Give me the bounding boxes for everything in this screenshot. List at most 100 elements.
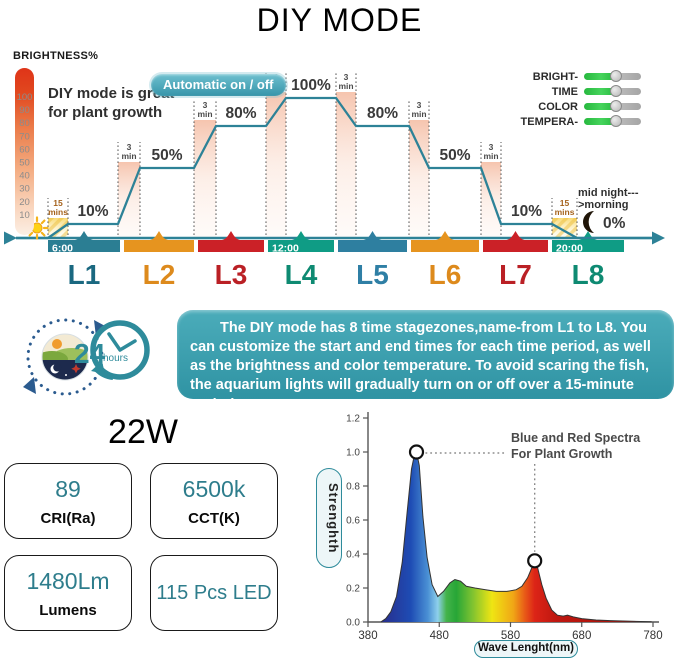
svg-text:L6: L6 — [429, 259, 462, 290]
clock-hands-icon — [107, 332, 137, 352]
toggle-row-brightness: BRIGHT- — [520, 70, 641, 83]
svg-text:1.2: 1.2 — [346, 414, 360, 425]
lumens-value: 1480Lm — [26, 567, 110, 594]
annotation-line2: For Plant Growth — [511, 447, 612, 461]
dotted-circle — [26, 318, 104, 396]
time-slider-icon — [584, 85, 641, 97]
svg-text:10%: 10% — [511, 203, 542, 220]
cct-value: 6500k — [182, 475, 246, 502]
svg-text:min: min — [483, 151, 498, 161]
svg-text:mins: mins — [555, 207, 575, 217]
svg-text:15: 15 — [53, 198, 63, 208]
refresh-arrowhead-icon — [91, 361, 105, 374]
spec-box-cri: 89 CRI(Ra) — [4, 463, 132, 539]
svg-text:70: 70 — [19, 131, 30, 142]
spec-box-led-count: 115 Pcs LED — [150, 555, 278, 631]
svg-text:10: 10 — [19, 210, 30, 221]
svg-text:min: min — [338, 81, 353, 91]
svg-text:480: 480 — [430, 630, 449, 642]
cri-label: CRI(Ra) — [40, 509, 96, 527]
tagline-line1: DIY mode is great — [48, 85, 175, 102]
svg-text:3: 3 — [417, 100, 422, 110]
brightness-scale: 100 90 80 70 60 50 40 30 20 10 — [15, 68, 34, 235]
svg-text:L5: L5 — [356, 259, 389, 290]
brightness-curve — [16, 96, 652, 240]
hours-unit: hours — [103, 353, 128, 364]
svg-text:40: 40 — [19, 171, 30, 182]
tagline-line2: for plant growth — [48, 104, 163, 122]
svg-text:100: 100 — [17, 92, 33, 103]
svg-text:20: 20 — [19, 197, 30, 208]
svg-text:L3: L3 — [215, 259, 248, 290]
svg-text:10%: 10% — [77, 203, 108, 220]
svg-text:100%: 100% — [291, 77, 331, 94]
temperature-slider-icon — [584, 115, 641, 127]
svg-text:mins: mins — [48, 207, 68, 217]
svg-text:3: 3 — [127, 142, 132, 152]
svg-text:20:00: 20:00 — [556, 243, 583, 255]
color-slider-icon — [584, 100, 641, 112]
moon-icon — [583, 211, 594, 233]
time-axis — [4, 231, 665, 245]
svg-text:80: 80 — [19, 118, 30, 129]
toggle-row-color: COLOR — [520, 100, 641, 113]
svg-text:L7: L7 — [499, 259, 532, 290]
transition-zones: 15mins3min3min3min3min3min3min15mins — [47, 72, 578, 239]
svg-text:15: 15 — [560, 198, 570, 208]
slider-knob-icon — [610, 85, 622, 97]
svg-text:12:00: 12:00 — [272, 243, 299, 255]
svg-text:min: min — [411, 109, 426, 119]
peak-marker-icon — [527, 553, 543, 569]
svg-text:780: 780 — [643, 630, 662, 642]
svg-text:680: 680 — [572, 630, 591, 642]
svg-text:6:00: 6:00 — [52, 243, 73, 255]
svg-text:L8: L8 — [572, 259, 605, 290]
svg-text:min: min — [121, 151, 136, 161]
clock-icon — [90, 320, 150, 380]
hours-number: 24 — [74, 338, 106, 369]
svg-text:0.6: 0.6 — [346, 516, 360, 527]
svg-text:3: 3 — [203, 100, 208, 110]
svg-text:580: 580 — [501, 630, 520, 642]
svg-text:50%: 50% — [439, 147, 470, 164]
svg-text:min: min — [197, 109, 212, 119]
slider-knob-icon — [610, 100, 622, 112]
svg-text:3: 3 — [489, 142, 494, 152]
svg-text:50%: 50% — [151, 147, 182, 164]
svg-text:0.2: 0.2 — [346, 584, 360, 595]
timeline-chart: 15mins3min3min3min3min3min3min15mins 6:0… — [4, 68, 665, 290]
led-count-value: 115 Pcs LED — [156, 581, 272, 604]
tagline: DIY mode is great for plant growth — [48, 84, 174, 122]
toggle-label-time: TIME — [551, 85, 578, 98]
toggle-label-temperature: TEMPERA- — [520, 115, 578, 128]
svg-text:3: 3 — [344, 72, 349, 82]
svg-text:80%: 80% — [367, 105, 398, 122]
toggle-label-color: COLOR — [538, 100, 578, 113]
svg-text:60: 60 — [19, 144, 30, 155]
spec-box-cct: 6500k CCT(K) — [150, 463, 278, 539]
spectrum-ylabel-pill: Strenghth — [316, 468, 342, 568]
toggle-row-temperature: TEMPERA- — [520, 115, 641, 128]
svg-text:0.4: 0.4 — [346, 550, 360, 561]
spec-box-lumens: 1480Lm Lumens — [4, 555, 132, 631]
svg-text:0.0: 0.0 — [346, 618, 360, 629]
cct-label: CCT(K) — [188, 509, 240, 527]
svg-text:90: 90 — [19, 105, 30, 116]
page-title: DIY MODE — [256, 2, 423, 38]
svg-text:80%: 80% — [225, 105, 256, 122]
svg-text:L4: L4 — [285, 259, 318, 290]
stage-bar: 6:00 L1 10% L2 50% L3 80% 12:00 L4 100% L5 80% L6 50%… — [48, 77, 626, 290]
svg-text:380: 380 — [358, 630, 377, 642]
svg-text:L2: L2 — [143, 259, 176, 290]
cri-value: 89 — [55, 475, 81, 502]
toggle-row-time: TIME — [520, 85, 641, 98]
svg-text:1.0: 1.0 — [346, 448, 360, 459]
lumens-label: Lumens — [39, 601, 97, 619]
peak-marker-icon — [408, 444, 425, 460]
spectrum-outline — [380, 450, 652, 623]
slider-knob-icon — [610, 115, 622, 127]
svg-text:0%: 0% — [603, 215, 626, 232]
